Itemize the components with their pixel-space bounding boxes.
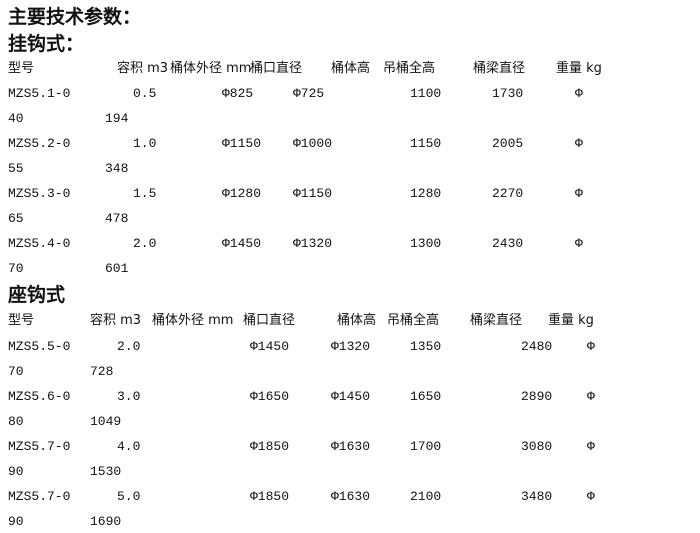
table-cell-weight: 1530	[90, 464, 122, 479]
table-cell-capacity: 2.0	[133, 236, 157, 251]
table-cell-model: MZS5.1-0	[8, 86, 71, 101]
table-cell-beam: 55	[8, 161, 24, 176]
table-cell-beam: Φ	[575, 86, 583, 101]
table-cell-beam: 70	[8, 364, 24, 379]
table-cell-outer: Φ1150	[222, 136, 262, 151]
table-cell-beam: 80	[8, 414, 24, 429]
table-cell-mouth: Φ1000	[293, 136, 333, 151]
table-cell-weight: 728	[90, 364, 114, 379]
table-cell-weight: 194	[105, 111, 129, 126]
table-cell-total: 3080	[521, 439, 553, 454]
table-cell-beam: Φ	[587, 339, 595, 354]
column-header: 重量 kg	[556, 61, 602, 76]
section-title: 座钩式	[8, 284, 66, 306]
table-cell-beam: 70	[8, 261, 24, 276]
column-header: 重量 kg	[548, 313, 594, 328]
column-header: 吊桶全高	[383, 61, 436, 76]
table-cell-beam: Φ	[575, 136, 583, 151]
table-cell-model: MZS5.4-0	[8, 236, 71, 251]
table-cell-mouth: Φ1320	[331, 339, 371, 354]
table-cell-height: 1100	[410, 86, 442, 101]
column-header: 容积 m3	[117, 61, 169, 76]
column-header: 型号	[8, 61, 35, 76]
table-cell-mouth: Φ1150	[293, 186, 333, 201]
column-header: 桶体外径 mm	[152, 313, 234, 328]
table-cell-capacity: 2.0	[117, 339, 141, 354]
table-cell-weight: 1690	[90, 514, 122, 529]
column-header: 桶体高	[337, 313, 377, 328]
table-cell-capacity: 5.0	[117, 489, 141, 504]
table-cell-beam: Φ	[575, 186, 583, 201]
table-cell-capacity: 1.5	[133, 186, 157, 201]
page-title: 主要技术参数：	[8, 6, 142, 28]
table-cell-mouth: Φ1630	[331, 489, 371, 504]
table-cell-outer: Φ825	[222, 86, 254, 101]
table-cell-capacity: 1.0	[133, 136, 157, 151]
table-cell-capacity: 3.0	[117, 389, 141, 404]
table-cell-beam: Φ	[587, 389, 595, 404]
table-cell-outer: Φ1650	[250, 389, 290, 404]
table-cell-weight: 1049	[90, 414, 122, 429]
table-cell-total: 3480	[521, 489, 553, 504]
table-cell-height: 1150	[410, 136, 442, 151]
table-cell-beam: Φ	[587, 489, 595, 504]
table-cell-total: 2480	[521, 339, 553, 354]
table-cell-beam: 65	[8, 211, 24, 226]
column-header: 桶体外径 mm	[170, 61, 252, 76]
table-cell-weight: 478	[105, 211, 129, 226]
table-cell-model: MZS5.2-0	[8, 136, 71, 151]
column-header: 桶口直径	[243, 313, 296, 328]
table-cell-weight: 348	[105, 161, 129, 176]
table-cell-total: 2890	[521, 389, 553, 404]
section-title: 挂钩式：	[8, 33, 85, 55]
table-cell-beam: 90	[8, 514, 24, 529]
table-cell-model: MZS5.7-0	[8, 439, 71, 454]
table-cell-height: 1350	[410, 339, 442, 354]
table-cell-model: MZS5.5-0	[8, 339, 71, 354]
table-cell-height: 1650	[410, 389, 442, 404]
table-cell-mouth: Φ725	[293, 86, 325, 101]
table-cell-model: MZS5.3-0	[8, 186, 71, 201]
table-cell-total: 2430	[492, 236, 524, 251]
table-cell-mouth: Φ1630	[331, 439, 371, 454]
table-cell-height: 2100	[410, 489, 442, 504]
column-header: 桶梁直径	[470, 313, 523, 328]
table-cell-outer: Φ1450	[222, 236, 262, 251]
column-header: 桶体高	[331, 61, 371, 76]
table-cell-capacity: 4.0	[117, 439, 141, 454]
table-cell-capacity: 0.5	[133, 86, 157, 101]
table-cell-beam: Φ	[587, 439, 595, 454]
table-cell-beam: 90	[8, 464, 24, 479]
table-cell-outer: Φ1280	[222, 186, 262, 201]
table-cell-total: 2270	[492, 186, 524, 201]
table-cell-outer: Φ1450	[250, 339, 290, 354]
table-cell-mouth: Φ1450	[331, 389, 371, 404]
table-cell-beam: 40	[8, 111, 24, 126]
table-cell-height: 1700	[410, 439, 442, 454]
table-cell-weight: 601	[105, 261, 129, 276]
table-cell-height: 1280	[410, 186, 442, 201]
column-header: 吊桶全高	[387, 313, 440, 328]
column-header: 容积 m3	[90, 313, 142, 328]
table-cell-height: 1300	[410, 236, 442, 251]
table-cell-outer: Φ1850	[250, 489, 290, 504]
column-header: 型号	[8, 313, 35, 328]
table-cell-beam: Φ	[575, 236, 583, 251]
table-cell-mouth: Φ1320	[293, 236, 333, 251]
table-cell-total: 1730	[492, 86, 524, 101]
table-cell-model: MZS5.7-0	[8, 489, 71, 504]
column-header: 桶口直径	[250, 61, 303, 76]
column-header: 桶梁直径	[473, 61, 526, 76]
table-cell-outer: Φ1850	[250, 439, 290, 454]
table-cell-model: MZS5.6-0	[8, 389, 71, 404]
table-cell-total: 2005	[492, 136, 524, 151]
